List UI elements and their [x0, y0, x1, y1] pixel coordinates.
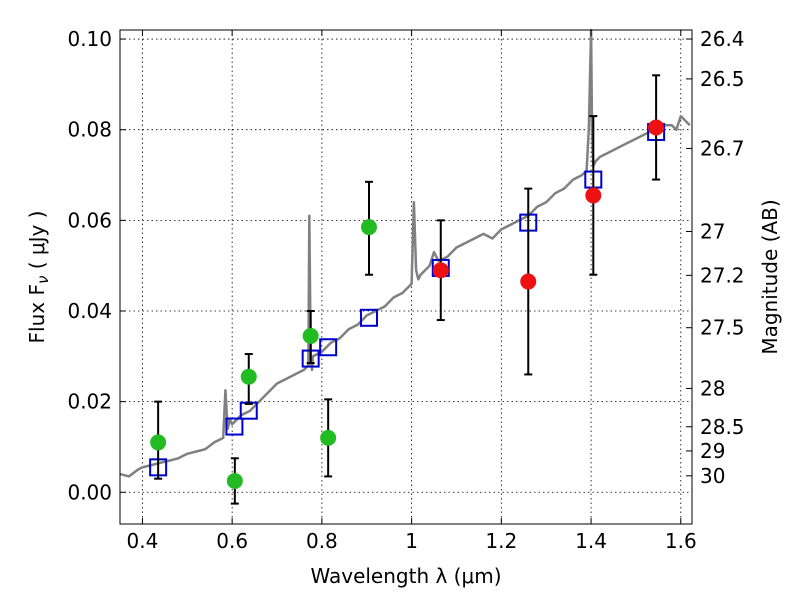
red-detections-point	[585, 187, 602, 204]
green-detections-point	[240, 368, 257, 385]
y2-axis-label: Magnitude (AB)	[758, 199, 782, 354]
plot-frame	[119, 29, 693, 525]
y-tick-label: 0.08	[67, 118, 112, 142]
y-tick-label: 0.10	[67, 27, 112, 51]
mag-tick-label: 27.2	[700, 263, 745, 287]
model-squares	[149, 122, 666, 477]
x-tick-label: 0.4	[127, 529, 159, 553]
mag-tick-label: 28.5	[700, 415, 745, 439]
x-tick-label: 1.2	[485, 529, 517, 553]
spectrum-layer	[119, 28, 691, 478]
green-detections-point	[302, 327, 319, 344]
model-square-point	[225, 417, 244, 436]
green-detections-point	[320, 429, 337, 446]
y-tick-label: 0.06	[67, 208, 112, 232]
mag-tick-label: 27	[700, 219, 725, 243]
mag-tick-label: 29	[700, 439, 725, 463]
red-detections-point	[432, 262, 449, 279]
x-tick-label: 1.4	[575, 529, 607, 553]
model-square-point	[319, 338, 338, 357]
mag-tick-label: 27.5	[700, 316, 745, 340]
mag-tick-label: 30	[700, 464, 725, 488]
y-tick-label: 0.00	[67, 480, 112, 504]
mag-tick-label: 26.7	[700, 136, 745, 160]
y-tick-label: 0.04	[67, 299, 112, 323]
green-detections-point	[360, 219, 377, 236]
x-axis-label: Wavelength λ (μm)	[310, 564, 501, 588]
data-points	[150, 119, 665, 489]
red-detections-point	[520, 273, 537, 290]
y-axis-label: Flux Fν ( μJy )	[25, 211, 52, 344]
y-tick-label: 0.02	[67, 390, 112, 414]
x-tick-label: 0.8	[306, 529, 338, 553]
green-detections-point	[226, 472, 243, 489]
x-tick-label: 1	[405, 529, 418, 553]
model-square-point	[359, 308, 378, 327]
mag-tick-label: 26.5	[700, 67, 745, 91]
red-detections-point	[648, 119, 665, 136]
ticks: 0.4 0.6 0.8 1 1.2 1.4 1.6 0.00 0.02 0.04 0.06 0.08 0…	[67, 27, 744, 553]
spectrum-line	[119, 28, 691, 478]
mag-tick-label: 28	[700, 376, 725, 400]
x-tick-label: 1.6	[665, 529, 697, 553]
green-detections-point	[150, 434, 167, 451]
x-tick-label: 0.6	[216, 529, 248, 553]
mag-tick-label: 26.4	[700, 27, 745, 51]
